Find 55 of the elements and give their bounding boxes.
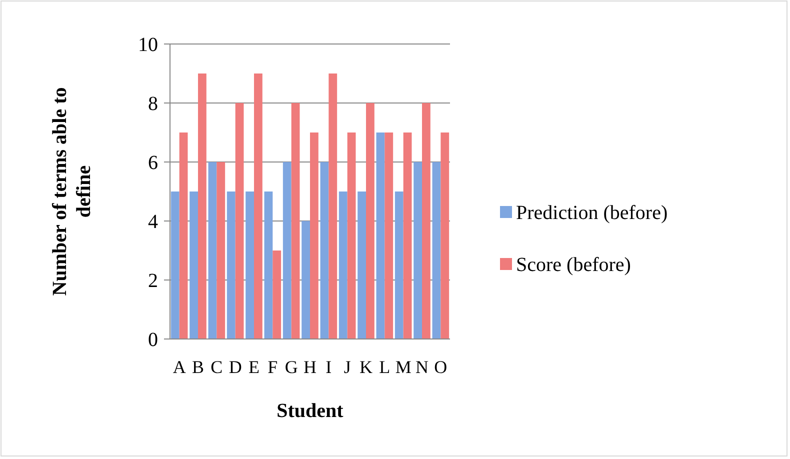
bar [394,192,404,339]
y-tick-label: 8 [148,93,158,115]
bar [320,162,329,339]
bar [440,132,450,339]
bar [376,132,385,339]
bar [190,192,198,339]
x-tick-label: G [284,357,298,377]
bar [235,103,244,339]
y-axis-title: Number of terms able to define [49,87,95,296]
bar [384,132,394,339]
x-tick-label: O [434,357,448,377]
x-tick-label: C [210,357,223,377]
x-tick-label: A [172,357,186,377]
y-tick-label: 6 [148,152,158,174]
bar [403,132,412,339]
y-tick-label: 0 [148,329,158,351]
bar [328,74,338,339]
bar [216,162,226,339]
x-tick-label: M [395,357,412,377]
bar [366,103,374,339]
bar [347,132,356,339]
bar [414,162,422,339]
bar [302,221,310,339]
x-axis-title: Student [276,400,344,422]
x-tick-label: J [344,357,351,377]
x-tick-label: N [416,357,428,377]
y-tick-label: 4 [148,211,158,233]
bar [432,162,441,339]
x-tick-label: F [268,357,278,377]
legend-label: Score (before) [516,254,631,276]
x-tick-label: H [304,357,316,377]
bar [282,162,292,339]
bar [358,192,366,339]
y-tick-label: 10 [138,34,158,56]
bar [226,192,236,339]
bar [208,162,217,339]
bar [170,192,180,339]
x-tick-label: L [379,357,390,377]
bar [422,103,430,339]
x-tick-label: E [248,357,260,377]
y-tick-label: 2 [148,270,158,292]
x-tick-label: K [360,357,372,377]
bar [198,74,206,339]
bar [246,192,254,339]
bar [179,132,188,339]
x-tick-label: B [192,357,204,377]
x-tick-label: I [326,357,332,377]
bar [338,192,348,339]
x-tick-label: D [228,357,242,377]
legend-label: Prediction (before) [516,202,668,224]
bar [254,74,262,339]
bar [291,103,300,339]
bar [264,192,273,339]
bar [272,250,282,339]
bar [310,132,318,339]
